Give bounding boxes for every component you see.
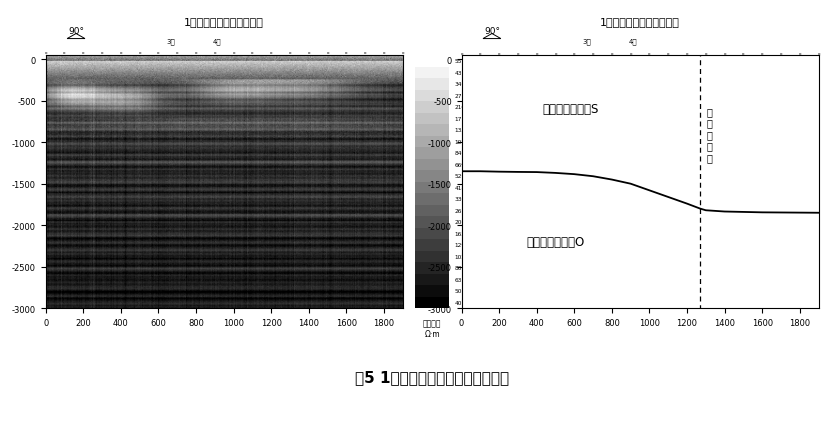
Text: 50: 50 <box>455 289 462 294</box>
Bar <box>416 148 449 159</box>
Text: 1711: 1711 <box>455 117 469 122</box>
Text: 90°: 90° <box>68 27 84 36</box>
Text: o: o <box>251 51 253 55</box>
Text: o: o <box>498 52 500 56</box>
Text: o: o <box>629 52 632 56</box>
Text: o: o <box>157 51 160 55</box>
Text: 102: 102 <box>455 254 465 259</box>
Text: 40: 40 <box>455 300 462 305</box>
Text: 418: 418 <box>455 185 465 190</box>
Text: 图5 1线广域电磁法推断解译剖面图: 图5 1线广域电磁法推断解译剖面图 <box>355 369 509 384</box>
Bar <box>416 217 449 228</box>
Text: o: o <box>82 51 85 55</box>
Text: o: o <box>554 52 557 56</box>
Text: 529: 529 <box>455 174 465 179</box>
Text: 80: 80 <box>455 266 462 271</box>
Bar <box>416 90 449 102</box>
Text: o: o <box>214 51 216 55</box>
Bar <box>416 159 449 171</box>
Text: 推测奥陶系地层O: 推测奥陶系地层O <box>526 236 585 249</box>
Text: 669: 669 <box>455 163 465 167</box>
Title: 1线广域电磁法地电断面图: 1线广域电磁法地电断面图 <box>184 18 264 28</box>
Text: o: o <box>517 52 519 56</box>
Bar <box>416 56 449 68</box>
Bar <box>416 194 449 205</box>
Text: o: o <box>63 51 66 55</box>
Bar <box>416 205 449 217</box>
Text: o: o <box>176 51 179 55</box>
Bar <box>416 68 449 79</box>
Text: 330: 330 <box>455 197 465 202</box>
Text: 推测志留系地层S: 推测志留系地层S <box>543 103 598 116</box>
Text: o: o <box>667 52 670 56</box>
Text: o: o <box>648 52 651 56</box>
Bar <box>416 182 449 194</box>
Text: 261: 261 <box>455 209 465 213</box>
Text: o: o <box>817 52 820 56</box>
Text: o: o <box>592 52 594 56</box>
Text: 推
测
断
裂
带: 推 测 断 裂 带 <box>706 107 713 163</box>
Text: 5535: 5535 <box>455 59 470 64</box>
Text: o: o <box>44 51 47 55</box>
Text: 电阻率：
Ω·m: 电阻率： Ω·m <box>423 319 441 338</box>
Bar <box>416 136 449 148</box>
Bar <box>416 263 449 274</box>
Bar <box>416 125 449 136</box>
Bar <box>416 114 449 125</box>
Text: 3461: 3461 <box>455 82 469 87</box>
Text: o: o <box>686 52 688 56</box>
Text: o: o <box>742 52 745 56</box>
Text: 2736: 2736 <box>455 94 469 98</box>
Text: 63: 63 <box>455 277 461 282</box>
Text: o: o <box>573 52 576 56</box>
Text: o: o <box>233 51 235 55</box>
Bar <box>416 297 449 308</box>
Text: o: o <box>460 52 463 56</box>
Text: o: o <box>535 52 538 56</box>
Text: o: o <box>288 51 291 55</box>
Text: o: o <box>364 51 366 55</box>
Text: o: o <box>479 52 482 56</box>
Text: o: o <box>194 51 197 55</box>
Bar <box>416 79 449 90</box>
Text: 1353: 1353 <box>455 128 469 133</box>
Text: o: o <box>307 51 310 55</box>
Bar <box>416 240 449 251</box>
Text: o: o <box>382 51 385 55</box>
Text: 3线: 3线 <box>166 38 175 45</box>
Text: o: o <box>611 52 613 56</box>
Bar <box>416 286 449 297</box>
Text: 4377: 4377 <box>455 71 470 76</box>
Text: 4线: 4线 <box>213 38 221 45</box>
Text: 206: 206 <box>455 220 465 225</box>
Text: o: o <box>799 52 801 56</box>
Bar <box>416 102 449 114</box>
Text: o: o <box>345 51 347 55</box>
Bar <box>416 171 449 182</box>
Text: 90°: 90° <box>484 27 500 36</box>
Text: 129: 129 <box>455 243 465 248</box>
Text: o: o <box>139 51 141 55</box>
Text: o: o <box>723 52 725 56</box>
Text: o: o <box>101 51 103 55</box>
Text: 3线: 3线 <box>583 38 591 45</box>
Text: o: o <box>327 51 329 55</box>
Text: 2164: 2164 <box>455 105 469 110</box>
Text: 163: 163 <box>455 231 465 236</box>
Text: o: o <box>120 51 122 55</box>
Text: o: o <box>401 51 404 55</box>
Text: o: o <box>705 52 707 56</box>
Text: 1070: 1070 <box>455 139 469 144</box>
Bar <box>416 274 449 286</box>
Bar <box>416 251 449 263</box>
Title: 1线广域电磁法解译剖面图: 1线广域电磁法解译剖面图 <box>600 18 680 28</box>
Text: o: o <box>761 52 764 56</box>
Text: 846: 846 <box>455 151 465 156</box>
Text: o: o <box>270 51 273 55</box>
Text: o: o <box>779 52 782 56</box>
Bar <box>416 228 449 240</box>
Text: 4线: 4线 <box>628 38 637 45</box>
